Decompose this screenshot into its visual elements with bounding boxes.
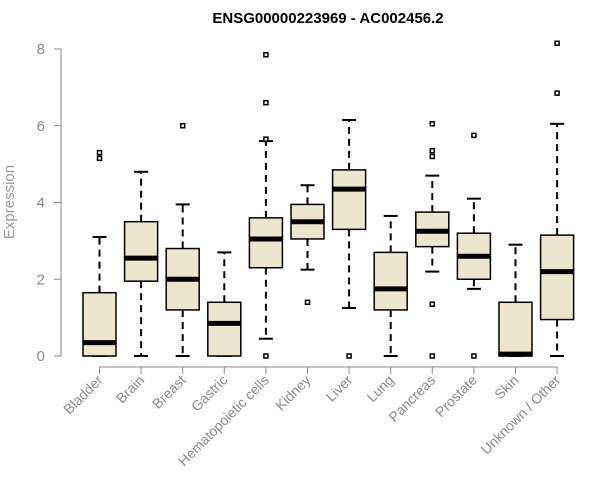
outlier-point xyxy=(96,149,103,156)
outlier-point xyxy=(429,147,436,154)
y-tick-label: 8 xyxy=(37,41,45,58)
y-tick-label: 4 xyxy=(37,195,45,212)
box xyxy=(331,169,367,231)
outlier-point xyxy=(346,353,352,359)
outlier-point xyxy=(429,153,436,160)
outlier-point xyxy=(471,132,477,139)
box-group xyxy=(165,123,200,357)
box-group xyxy=(207,251,242,357)
box-group xyxy=(82,149,117,357)
box xyxy=(373,251,408,311)
box-group xyxy=(248,52,284,359)
outlier-point xyxy=(263,99,269,106)
box-group xyxy=(456,132,492,359)
box-group xyxy=(123,170,159,357)
outlier-point xyxy=(554,90,560,96)
box xyxy=(498,301,533,357)
box-group xyxy=(539,40,575,357)
outlier-point xyxy=(471,353,477,359)
outlier-point xyxy=(304,299,311,306)
x-tick-label: Liver xyxy=(322,372,355,405)
box-group xyxy=(290,184,325,306)
box xyxy=(82,291,117,357)
outlier-point xyxy=(429,353,436,359)
x-tick-label: Skin xyxy=(491,372,522,403)
x-tick-label: Kidney xyxy=(272,372,314,414)
x-tick-label: Unknown / Other xyxy=(478,372,564,458)
box-group xyxy=(331,118,367,359)
outlier-point xyxy=(263,52,269,58)
box xyxy=(207,301,242,357)
y-tick-label: 6 xyxy=(37,118,45,135)
x-axis xyxy=(99,366,558,374)
outlier-point xyxy=(554,40,560,46)
x-tick-label: Prostate xyxy=(432,372,480,420)
outlier-point xyxy=(263,353,269,359)
boxes-group xyxy=(82,40,575,359)
outlier-point xyxy=(429,301,436,307)
y-axis-label: Expression xyxy=(1,165,18,239)
x-tick-label: Bladder xyxy=(60,372,106,418)
outlier-point xyxy=(96,155,103,162)
outlier-point xyxy=(263,136,269,142)
box xyxy=(248,217,284,269)
y-tick-label: 2 xyxy=(37,271,45,288)
box-group xyxy=(415,121,450,359)
box xyxy=(539,234,575,321)
outlier-point xyxy=(429,121,436,127)
y-tick-label: 0 xyxy=(37,348,45,365)
chart-title: ENSG00000223969 - AC002456.2 xyxy=(212,10,443,27)
x-tick-label: Lung xyxy=(363,372,396,405)
box-group xyxy=(498,243,533,357)
box-group xyxy=(373,214,408,357)
box xyxy=(123,220,159,282)
x-tick-label: Breast xyxy=(149,372,189,412)
outlier-point xyxy=(179,123,186,129)
y-axis: 0 2 4 6 8 xyxy=(37,41,62,365)
x-tick-label: Brain xyxy=(113,372,147,406)
